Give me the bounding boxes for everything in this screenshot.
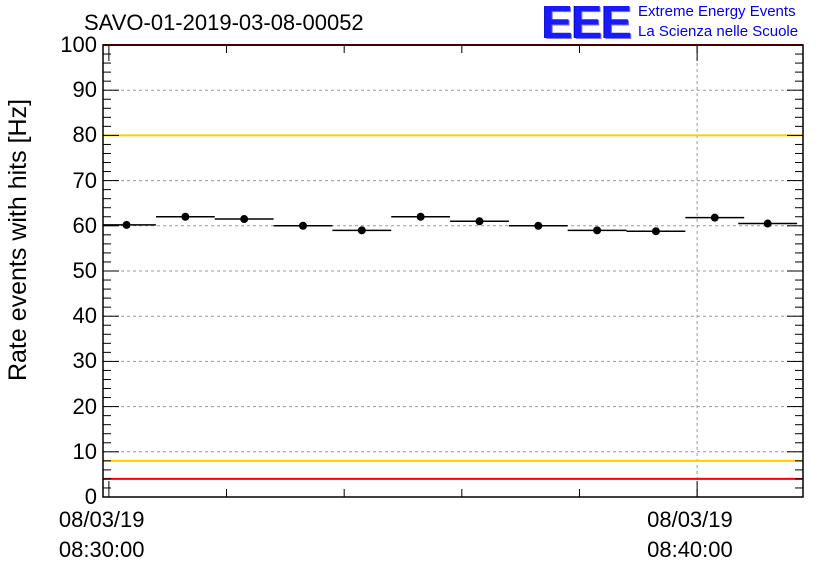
data-point	[651, 227, 660, 236]
x-tick-date: 08/03/19	[647, 507, 733, 532]
eee-logo-mark: EEE	[542, 0, 632, 48]
logo-line-1: Extreme Energy Events	[638, 3, 796, 20]
data-point	[181, 212, 190, 221]
data-point	[763, 219, 772, 228]
y-tick-label: 10	[72, 438, 97, 464]
x-tick-time: 08:30:00	[58, 537, 145, 562]
data-point	[475, 217, 484, 226]
x-tick-time: 08:40:00	[647, 537, 733, 562]
y-tick-label: 50	[72, 258, 97, 283]
logo-line-2: La Scienza nelle Scuole	[638, 23, 799, 40]
x-tick-date: 08/03/19	[58, 507, 145, 532]
y-tick-label: 20	[72, 393, 97, 419]
data-point	[240, 215, 249, 224]
data-point	[357, 226, 366, 235]
data-point	[122, 220, 131, 229]
y-tick-label: 0	[84, 484, 97, 509]
x-tick-label: 08/03/19 08:40:00	[647, 505, 807, 565]
data-point	[416, 212, 425, 221]
chart-title: SAVO-01-2019-03-08-00052	[84, 10, 364, 35]
y-tick-label: 80	[72, 122, 97, 148]
data-point	[534, 221, 543, 230]
eee-logo: EEE Extreme Energy Events La Scienza nel…	[542, 0, 832, 48]
data-point	[710, 213, 719, 222]
x-tick-label: 08/03/19 08:30:00	[59, 505, 219, 565]
y-axis-label: Rate events with hits [Hz]	[4, 98, 32, 382]
y-tick-label: 90	[72, 77, 97, 103]
y-tick-label: 100	[60, 32, 97, 57]
y-tick-label: 30	[72, 348, 97, 374]
y-tick-label: 40	[72, 303, 97, 329]
y-tick-label: 60	[72, 212, 97, 238]
data-point	[593, 226, 602, 235]
y-tick-label: 70	[72, 167, 97, 193]
data-point	[299, 221, 307, 230]
